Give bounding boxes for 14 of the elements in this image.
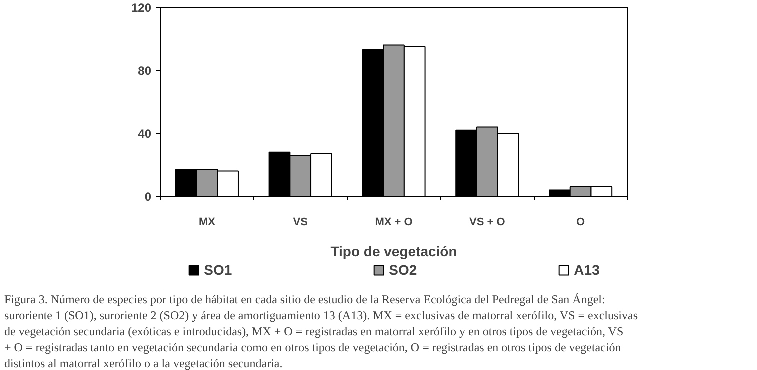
- x-tick-label: MX: [198, 216, 216, 228]
- x-tick-label: O: [576, 216, 586, 228]
- legend-label: SO1: [204, 262, 232, 278]
- legend-label: A13: [574, 262, 600, 278]
- y-tick-label: 120: [131, 1, 152, 15]
- legend-label: SO2: [389, 262, 418, 278]
- y-tick-label: 40: [138, 127, 152, 141]
- x-tick-label: VS: [293, 216, 308, 228]
- y-tick-label: 0: [144, 190, 152, 204]
- x-axis-title: Tipo de vegetación: [330, 244, 458, 260]
- text: Figura 3. Número de especies por tipo de hábitat en cada sitio de estudio de la Reserva Ecológica del Pedregal de San Ángel: suroriente 1 (SO1), suroriente 2 (SO2) y área de amortiguamiento 13 (A13). MX = exclusivas de matorral xerófilo, VS = exclusivas de vegetación secundaria (exóticas e introducidas), MX + O = registradas en matorral xerófilo y en otros tipos de vegetación, VS + O = registradas tanto en vegetación secundaria como en otros tipos de vegetación, O = registradas en otros tipos de vegetación distintos al matorral xerófilo o a la vegetación secundaria.: [4, 292, 638, 370]
- y-tick-label: 80: [138, 64, 152, 78]
- x-tick-label: MX + O: [375, 216, 414, 228]
- x-tick-label: VS + O: [470, 216, 506, 228]
